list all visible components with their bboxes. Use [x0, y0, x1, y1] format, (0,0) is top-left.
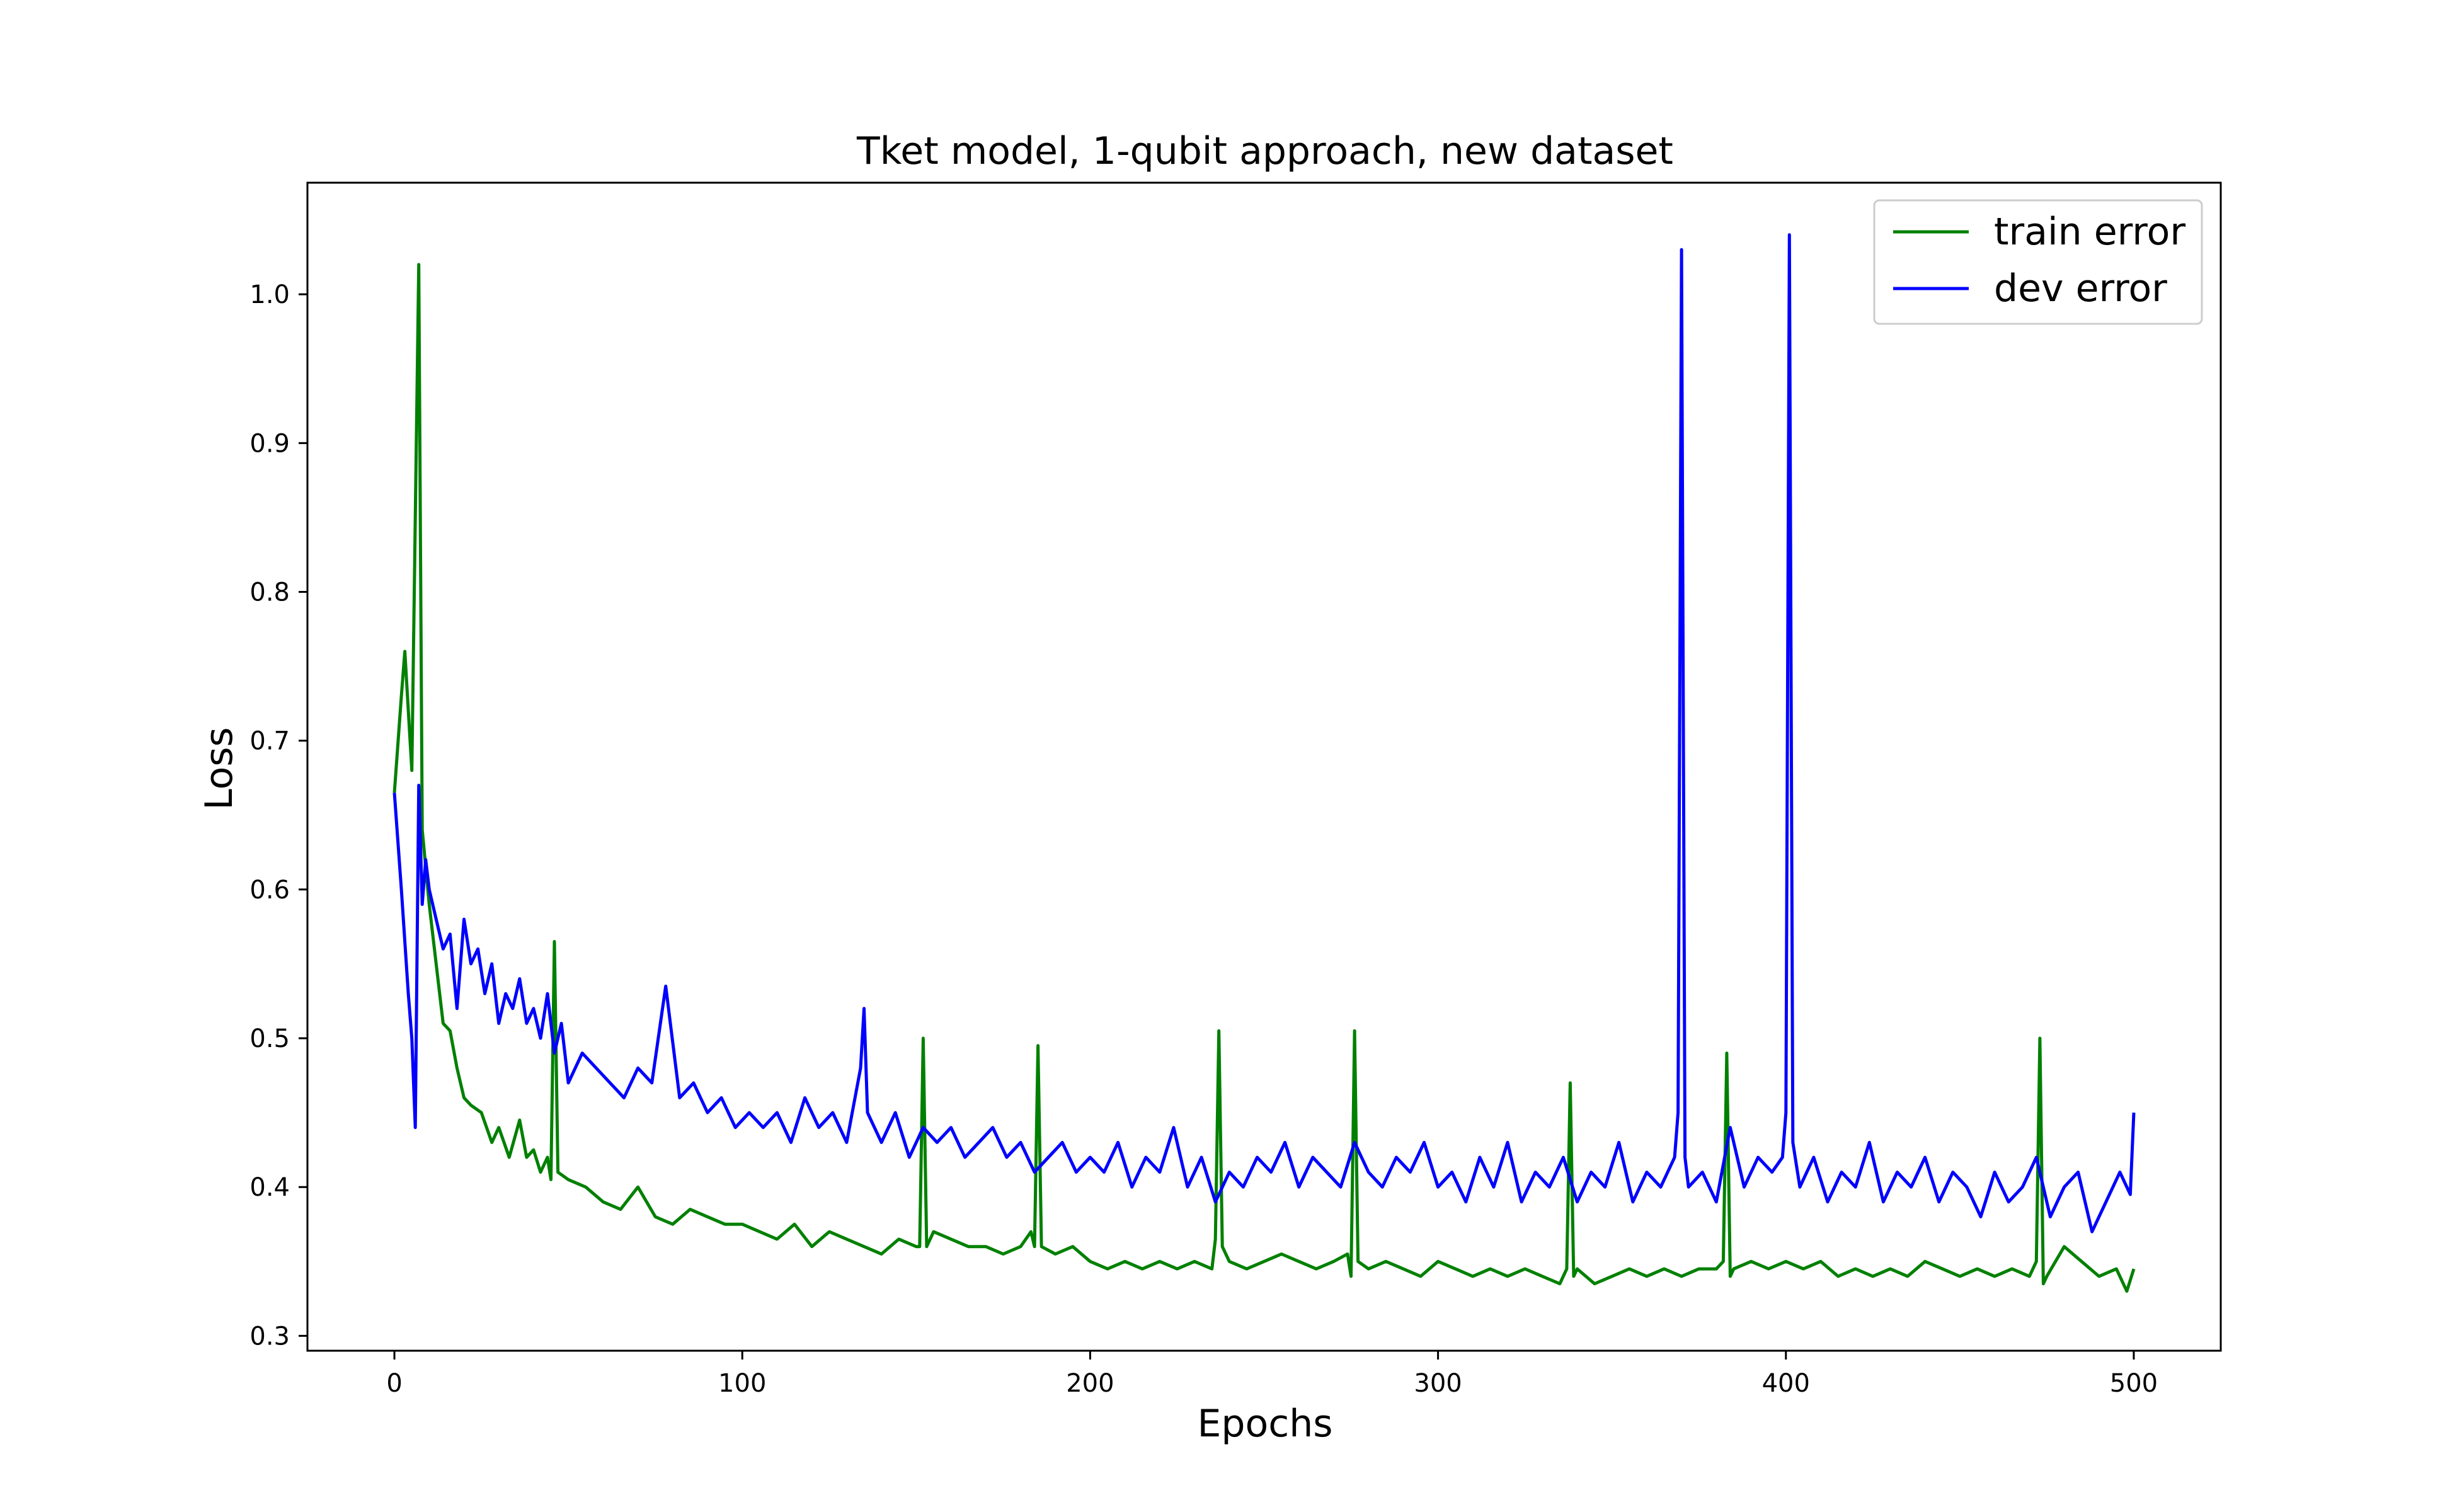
y-tick-label: 0.4 — [249, 1173, 290, 1202]
y-axis-title: Loss — [197, 727, 241, 810]
x-tick-label: 300 — [1414, 1369, 1462, 1398]
series-line-dev-error — [392, 233, 2136, 1234]
x-tick-label: 400 — [1762, 1369, 1810, 1398]
y-tick-label: 1.0 — [249, 280, 290, 309]
x-tick-label: 0 — [386, 1369, 402, 1398]
y-axis: 0.3 0.4 0.5 0.6 0.7 0.8 0.9 1.0 — [249, 280, 307, 1351]
series-line-train-error — [392, 263, 2136, 1293]
x-tick-label: 200 — [1066, 1369, 1114, 1398]
x-axis: 0 100 200 300 400 500 — [386, 1351, 2158, 1398]
legend-label-train-error: train error — [1994, 210, 2185, 254]
legend: train error dev error — [1873, 199, 2203, 325]
x-tick-label: 100 — [718, 1369, 766, 1398]
y-tick-label: 0.5 — [249, 1024, 290, 1053]
chart-title: Tket model, 1-qubit approach, new datase… — [856, 129, 1673, 173]
y-tick-label: 0.7 — [249, 727, 290, 756]
y-tick-label: 0.6 — [249, 876, 290, 905]
legend-label-dev-error: dev error — [1994, 266, 2167, 311]
x-tick-label: 500 — [2110, 1369, 2158, 1398]
x-axis-title: Epochs — [1198, 1402, 1333, 1446]
y-tick-label: 0.9 — [249, 429, 290, 458]
plot-area — [392, 233, 2136, 1293]
plot-frame — [306, 181, 2222, 1352]
y-tick-label: 0.3 — [249, 1322, 290, 1351]
y-tick-label: 0.8 — [249, 578, 290, 607]
